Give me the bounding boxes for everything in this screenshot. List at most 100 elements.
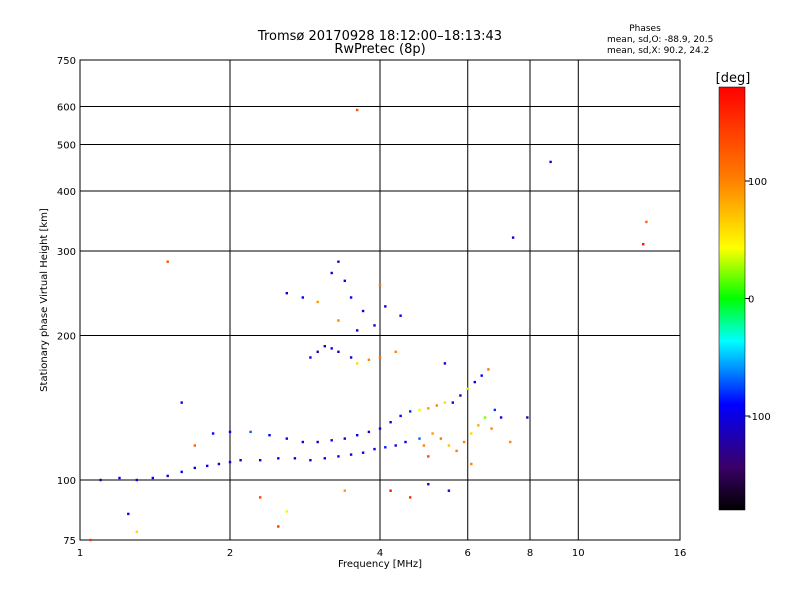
data-point-1-13 — [399, 414, 402, 418]
series-4 — [89, 108, 648, 542]
data-point-1-8 — [343, 437, 346, 440]
data-point-0-18 — [361, 451, 365, 454]
data-point-3-9 — [490, 427, 493, 430]
data-point-2-18 — [373, 324, 376, 327]
x-axis-label: Frequency [MHz] — [338, 559, 422, 570]
data-point-0-7 — [206, 464, 209, 468]
data-point-3-1 — [431, 432, 434, 435]
data-point-4-2 — [135, 530, 138, 533]
data-point-2-15 — [343, 279, 346, 282]
data-point-1-12 — [389, 421, 392, 424]
data-point-2-9 — [394, 350, 397, 353]
data-point-1-16 — [427, 407, 430, 410]
data-point-3-3 — [447, 444, 451, 447]
x-tick-label-16: 16 — [674, 548, 687, 559]
data-point-4-18 — [343, 489, 346, 492]
x-tick-label-10: 10 — [572, 548, 585, 559]
data-point-0-23 — [418, 437, 421, 440]
colorbar — [718, 86, 746, 511]
data-point-4-13 — [447, 489, 451, 492]
data-point-4-15 — [549, 160, 552, 164]
data-point-1-10 — [367, 430, 371, 434]
phase-stats-x: mean, sd,X: 90.2, 24.2 — [607, 46, 709, 56]
series-2 — [285, 260, 402, 365]
x-tick-label-1: 1 — [77, 548, 83, 559]
data-point-2-1 — [316, 350, 319, 353]
x-tick-label-2: 2 — [227, 548, 233, 559]
data-point-2-16 — [349, 296, 353, 299]
y-tick-label-500: 500 — [57, 141, 76, 152]
y-axis-label: Stationary phase Virtual Height [km] — [39, 208, 50, 392]
colorbar-label: [deg] — [716, 71, 751, 86]
data-point-3-11 — [459, 394, 462, 397]
data-points — [89, 108, 648, 542]
data-point-0-11 — [259, 459, 262, 462]
data-point-3-14 — [480, 374, 483, 377]
data-point-2-10 — [285, 292, 288, 295]
data-point-3-5 — [462, 440, 466, 444]
data-point-2-6 — [356, 362, 359, 365]
data-point-1-18 — [443, 401, 447, 404]
y-tick-labels: 75 100 200 300 400 500 600 750 — [57, 56, 76, 547]
grid-lines — [80, 60, 680, 540]
data-point-2-2 — [323, 345, 326, 348]
data-point-2-19 — [378, 283, 382, 287]
x-tick-label-6: 6 — [465, 548, 471, 559]
data-point-2-7 — [367, 358, 371, 361]
y-tick-label-75: 75 — [63, 536, 76, 547]
data-point-4-7 — [277, 525, 280, 528]
series-1 — [211, 401, 447, 444]
data-point-2-22 — [337, 319, 340, 322]
data-point-2-13 — [330, 271, 333, 275]
data-point-4-1 — [127, 512, 130, 516]
data-point-1-17 — [435, 404, 438, 407]
data-point-2-5 — [349, 356, 353, 359]
data-point-4-11 — [409, 496, 412, 499]
data-point-1-9 — [356, 434, 359, 437]
data-point-4-10 — [389, 489, 392, 492]
data-point-3-8 — [483, 416, 487, 419]
colorbar-ticks: 100 0 -100 — [745, 177, 771, 423]
data-point-0-3 — [151, 476, 154, 480]
data-point-4-16 — [642, 243, 645, 246]
data-point-0-9 — [228, 460, 232, 464]
chart-subtitle: RwPretec (8p) — [334, 42, 425, 57]
data-point-2-23 — [356, 329, 359, 332]
data-point-0-10 — [239, 459, 242, 462]
data-point-3-7 — [477, 424, 480, 427]
y-tick-label-750: 750 — [57, 56, 76, 67]
data-point-1-5 — [301, 440, 304, 444]
data-point-4-8 — [285, 510, 288, 513]
data-point-3-6 — [470, 432, 473, 435]
data-point-3-21 — [427, 455, 430, 458]
data-point-1-1 — [228, 430, 232, 434]
data-point-3-4 — [455, 449, 458, 453]
y-tick-label-400: 400 — [57, 187, 76, 198]
data-point-3-12 — [466, 387, 469, 390]
data-point-3-20 — [526, 416, 529, 419]
x-tick-label-8: 8 — [527, 548, 533, 559]
data-point-2-0 — [309, 356, 312, 359]
data-point-3-10 — [451, 401, 454, 404]
data-point-3-19 — [509, 440, 512, 444]
data-point-0-19 — [373, 447, 376, 451]
data-point-3-22 — [470, 462, 473, 466]
data-point-2-14 — [337, 260, 340, 263]
phase-header: Phases — [629, 24, 661, 34]
data-point-0-2 — [135, 478, 138, 482]
data-point-1-2 — [249, 430, 252, 434]
data-point-0-12 — [277, 457, 280, 460]
data-point-2-11 — [301, 296, 304, 299]
data-point-1-0 — [211, 432, 215, 435]
data-point-4-3 — [166, 260, 169, 263]
data-point-3-18 — [499, 416, 503, 419]
data-point-1-15 — [418, 408, 421, 412]
data-point-2-20 — [384, 305, 387, 308]
data-point-3-17 — [493, 408, 496, 412]
data-point-0-20 — [384, 446, 387, 449]
data-point-4-12 — [427, 483, 430, 486]
data-point-3-0 — [422, 444, 426, 447]
data-point-0-16 — [337, 455, 340, 458]
data-point-0-13 — [293, 457, 297, 460]
